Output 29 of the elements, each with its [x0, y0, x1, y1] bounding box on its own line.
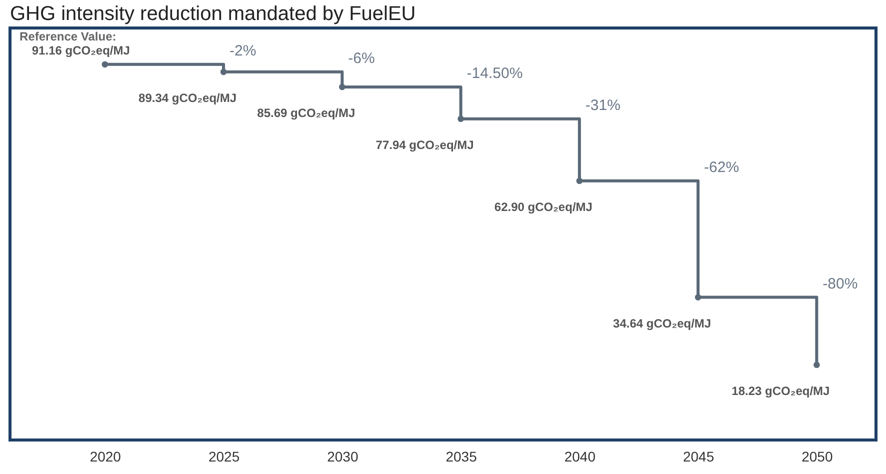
- annotation: -80%: [822, 275, 858, 292]
- annotation: -6%: [348, 50, 375, 67]
- point: [220, 68, 227, 76]
- annotation: -14.50%: [466, 64, 523, 82]
- x-tick-label: 2030: [327, 448, 358, 464]
- x-tick-label: 2050: [802, 448, 833, 464]
- data-label: 18.23 gCO₂eq/MJ: [732, 384, 830, 398]
- point: [339, 84, 346, 90]
- x-tick-label: 2040: [564, 448, 596, 464]
- annotation: -31%: [585, 96, 620, 114]
- x-tick-label: 2020: [90, 448, 122, 464]
- point: [458, 116, 464, 122]
- data-label: 91.16 gCO₂eq/MJ: [32, 43, 130, 58]
- x-tick-label: 2035: [446, 448, 478, 464]
- x-tick-label: 2025: [208, 448, 240, 464]
- point: [576, 178, 583, 184]
- annotation: -62%: [704, 158, 740, 176]
- data-label: 62.90 gCO₂eq/MJ: [494, 200, 592, 214]
- x-tick-label: 2045: [682, 448, 714, 464]
- point: [694, 294, 702, 300]
- chart-title: GHG intensity reduction mandated by FuelEU: [10, 3, 416, 25]
- data-label: 85.69 gCO₂eq/MJ: [257, 106, 356, 120]
- data-label: 89.34 gCO₂eq/MJ: [138, 90, 237, 105]
- data-label: 77.94 gCO₂eq/MJ: [376, 138, 474, 152]
- annotation: Reference Value:: [20, 29, 116, 44]
- annotation: -2%: [230, 42, 256, 60]
- point: [814, 362, 820, 368]
- point: [102, 61, 108, 68]
- data-label: 34.64 gCO₂eq/MJ: [613, 316, 712, 330]
